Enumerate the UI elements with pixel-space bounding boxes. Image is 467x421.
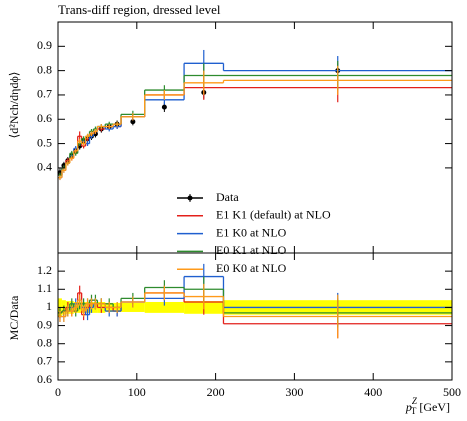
- y-tick-label: 1.2: [37, 263, 52, 277]
- legend-label: E1 K0 at NLO: [216, 225, 287, 239]
- x-tick-label: 500: [443, 385, 461, 399]
- y-tick-label: 0.7: [37, 354, 52, 368]
- legend-label: E1 K1 (default) at NLO: [216, 208, 331, 222]
- y-tick-label: 0.6: [37, 372, 52, 386]
- x-label-sup: Z: [412, 396, 418, 406]
- y-axis-label: ⟨d²Nch/dηdϕ⟩: [7, 72, 21, 139]
- ratio-y-axis-label: MC/Data: [7, 295, 21, 340]
- y-tick-label: 1.1: [37, 281, 52, 295]
- y-tick-label: 0.8: [37, 62, 52, 76]
- x-label-base: p: [405, 400, 412, 414]
- uncertainty-band: [144, 301, 185, 313]
- y-tick-label: 0.8: [37, 335, 52, 349]
- uncertainty-band: [121, 302, 145, 312]
- x-tick-label: 0: [55, 385, 61, 399]
- data-point: [130, 119, 136, 125]
- y-tick-label: 0.7: [37, 87, 52, 101]
- y-tick-label: 0.6: [37, 111, 52, 125]
- x-tick-label: 200: [207, 385, 225, 399]
- x-axis-label: pZ T [GeV]: [405, 396, 450, 416]
- y-tick-label: 0.5: [37, 135, 52, 149]
- legend-swatch: [187, 195, 193, 201]
- plot-frame: [57, 252, 453, 381]
- legend-label: E0 K1 at NLO: [216, 243, 287, 257]
- x-tick-label: 100: [128, 385, 146, 399]
- legend-label: Data: [216, 190, 239, 204]
- x-label-sub: T: [411, 406, 417, 416]
- x-tick-label: 300: [285, 385, 303, 399]
- chart-title: Trans-diff region, dressed level: [58, 2, 221, 17]
- legend-label: E0 K0 at NLO: [216, 261, 287, 275]
- x-label-unit: [GeV]: [419, 400, 450, 414]
- data-point: [161, 104, 167, 110]
- y-tick-label: 0.9: [37, 38, 52, 52]
- x-tick-label: 400: [364, 385, 382, 399]
- y-tick-label: 0.9: [37, 317, 52, 331]
- y-tick-label: 0.4: [37, 160, 52, 174]
- y-tick-label: 1: [46, 299, 52, 313]
